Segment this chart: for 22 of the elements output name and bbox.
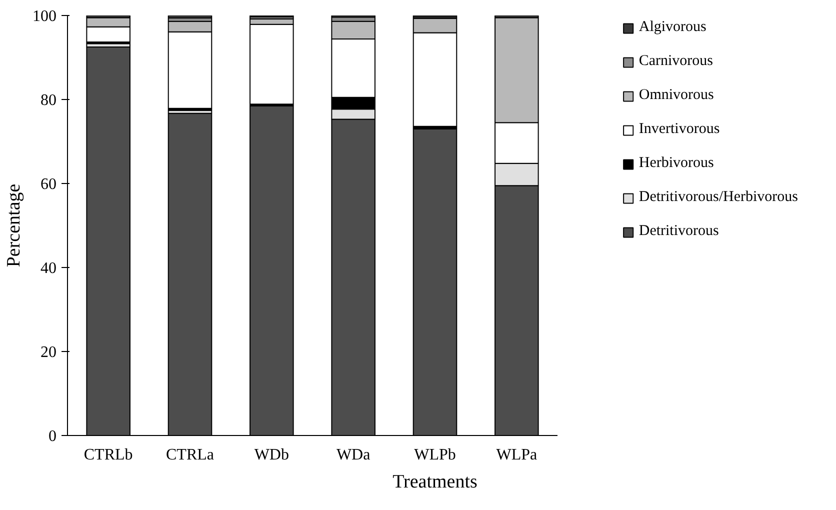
- y-tick-label: 100: [32, 8, 56, 25]
- x-tick-label: CTRLb: [84, 446, 133, 464]
- y-tick-label: 20: [40, 344, 56, 361]
- bar: [168, 16, 212, 19]
- legend-label: Algivorous: [638, 19, 706, 36]
- legend-label: Herbivorous: [638, 155, 714, 172]
- y-tick-label: 0: [48, 428, 56, 445]
- legend-label: Detritivorous: [638, 223, 719, 240]
- x-tick-label: CTRLa: [166, 446, 214, 464]
- y-axis-title: Percentage: [4, 184, 24, 268]
- y-tick-label: 40: [40, 260, 56, 277]
- legend-label: Invertivorous: [638, 121, 720, 138]
- legend-label: Detritivorous/Herbivorous: [638, 189, 798, 206]
- x-axis-title: Treatments: [392, 472, 478, 492]
- legend-label: Carnivorous: [638, 53, 714, 70]
- x-tick-label: WLPb: [414, 446, 456, 464]
- x-tick-label: WDa: [336, 446, 370, 464]
- legend-label: Omnivorous: [638, 87, 714, 104]
- y-tick-label: 60: [40, 176, 56, 193]
- x-tick-label: WLPa: [496, 446, 538, 464]
- x-tick-label: WDb: [254, 446, 289, 464]
- y-tick-label: 80: [40, 92, 56, 109]
